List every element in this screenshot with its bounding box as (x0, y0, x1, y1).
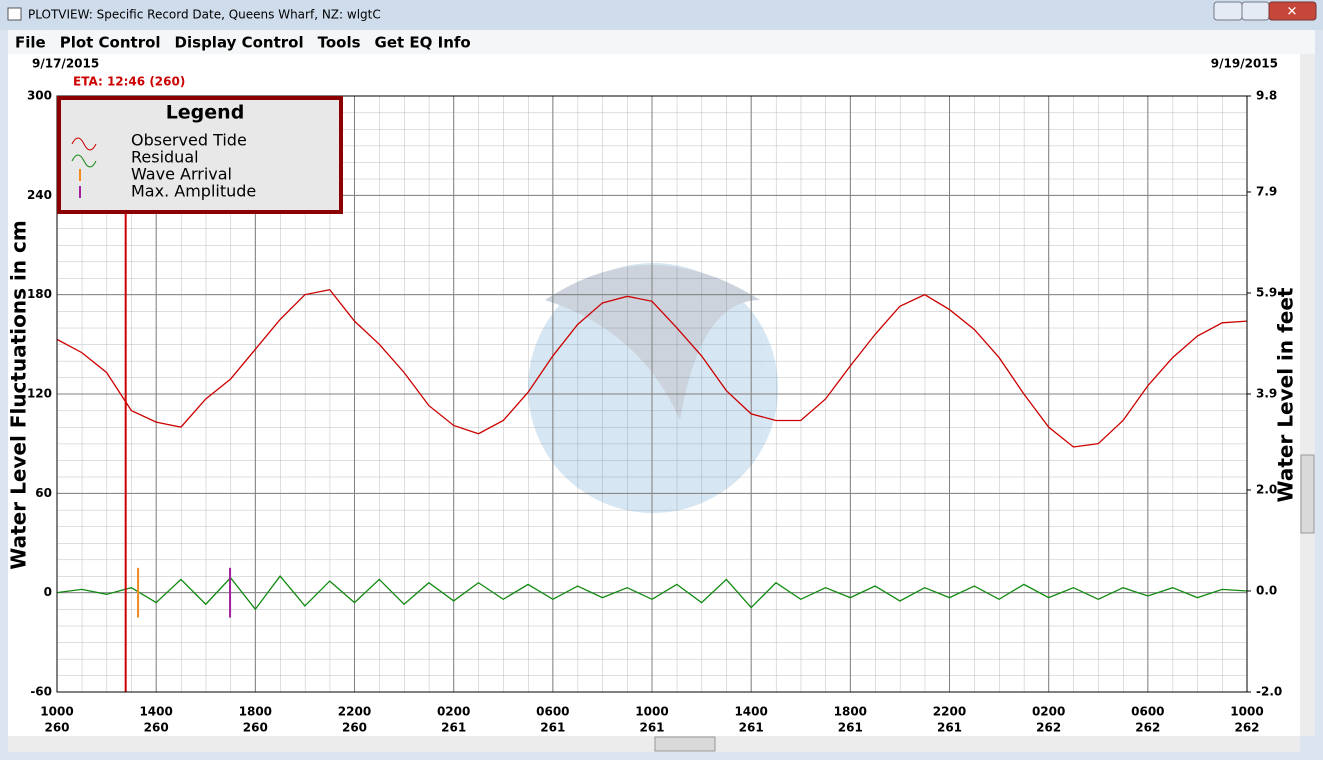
legend-label[interactable]: Observed Tide (131, 131, 247, 150)
vertical-scroll-thumb[interactable] (1300, 454, 1315, 534)
eta-label: ETA: 12:46 (260) (73, 75, 185, 89)
x-tick-label: 2200 (933, 705, 966, 719)
x-tick-label: 1000 (1230, 705, 1263, 719)
y-tick-label: 180 (27, 287, 52, 301)
x-tick-label: 0200 (1032, 705, 1065, 719)
menu-item[interactable]: Get EQ Info (375, 34, 471, 52)
horizontal-scrollbar[interactable] (8, 736, 1300, 752)
y2-axis-label: Water Level in feet (1274, 287, 1298, 502)
y-tick-label: 240 (27, 188, 52, 202)
x-tick-label: 1400 (139, 705, 172, 719)
y2-tick-label: 2.0 (1256, 482, 1277, 496)
x-tick-sublabel: 262 (1234, 721, 1259, 735)
y-tick-label: 60 (35, 486, 52, 500)
y-axis-label: Water Level Fluctuations in cm (7, 220, 31, 569)
x-tick-sublabel: 262 (1036, 721, 1061, 735)
x-tick-label: 0200 (437, 705, 470, 719)
x-tick-sublabel: 261 (937, 721, 962, 735)
y2-tick-label: -2.0 (1256, 685, 1282, 699)
minimize-button[interactable] (1213, 1, 1243, 21)
y-tick-label: 120 (27, 387, 52, 401)
menu-bar (8, 30, 1315, 54)
x-tick-sublabel: 261 (739, 721, 764, 735)
menu-item[interactable]: Plot Control (60, 34, 161, 52)
x-tick-sublabel: 260 (144, 721, 169, 735)
legend-box (57, 96, 343, 214)
x-tick-sublabel: 261 (441, 721, 466, 735)
maximize-button[interactable] (1241, 1, 1270, 21)
window-title: PLOTVIEW: Specific Record Date, Queens W… (28, 8, 381, 22)
legend-swatch (71, 154, 97, 168)
x-tick-label: 1000 (40, 705, 73, 719)
x-tick-sublabel: 261 (639, 721, 664, 735)
close-button[interactable] (1268, 1, 1317, 21)
legend-label[interactable]: Residual (131, 148, 199, 167)
legend-title: Legend (166, 102, 245, 124)
y2-tick-label: 9.8 (1256, 89, 1277, 103)
menu-item[interactable]: Display Control (175, 34, 304, 52)
vertical-scrollbar[interactable] (1300, 54, 1315, 736)
x-tick-sublabel: 261 (838, 721, 863, 735)
x-tick-label: 1800 (239, 705, 272, 719)
series-line (56, 575, 1248, 611)
x-tick-sublabel: 260 (44, 721, 69, 735)
x-tick-sublabel: 260 (342, 721, 367, 735)
y2-tick-label: 0.0 (1256, 583, 1277, 597)
legend-label[interactable]: Wave Arrival (131, 165, 232, 184)
y-tick-label: 0 (44, 585, 52, 599)
x-tick-label: 2200 (338, 705, 371, 719)
legend-swatch (71, 137, 97, 151)
menu-item[interactable]: Tools (318, 34, 361, 52)
legend-label[interactable]: Max. Amplitude (131, 182, 256, 201)
x-tick-sublabel: 262 (1135, 721, 1160, 735)
end-date: 9/19/2015 (1211, 57, 1278, 71)
x-tick-label: 1000 (635, 705, 668, 719)
y-tick-label: -60 (30, 685, 52, 699)
series-line (56, 288, 1248, 448)
y-tick-label: 300 (27, 89, 52, 103)
menu-item[interactable]: File (15, 34, 46, 52)
close-icon: ✕ (1287, 5, 1298, 20)
x-tick-label: 0600 (1131, 705, 1164, 719)
y2-tick-label: 5.9 (1256, 285, 1277, 299)
x-tick-label: 1800 (834, 705, 867, 719)
x-tick-sublabel: 260 (243, 721, 268, 735)
horizontal-scroll-thumb[interactable] (654, 736, 716, 752)
start-date: 9/17/2015 (32, 57, 99, 71)
x-tick-label: 0600 (536, 705, 569, 719)
title-bar (0, 0, 1323, 30)
app-icon (7, 7, 22, 21)
y2-tick-label: 3.9 (1256, 387, 1277, 401)
watermark (528, 263, 778, 513)
x-tick-label: 1400 (734, 705, 767, 719)
x-tick-sublabel: 261 (540, 721, 565, 735)
plot-border (56, 95, 1248, 693)
y2-tick-label: 7.9 (1256, 184, 1277, 198)
